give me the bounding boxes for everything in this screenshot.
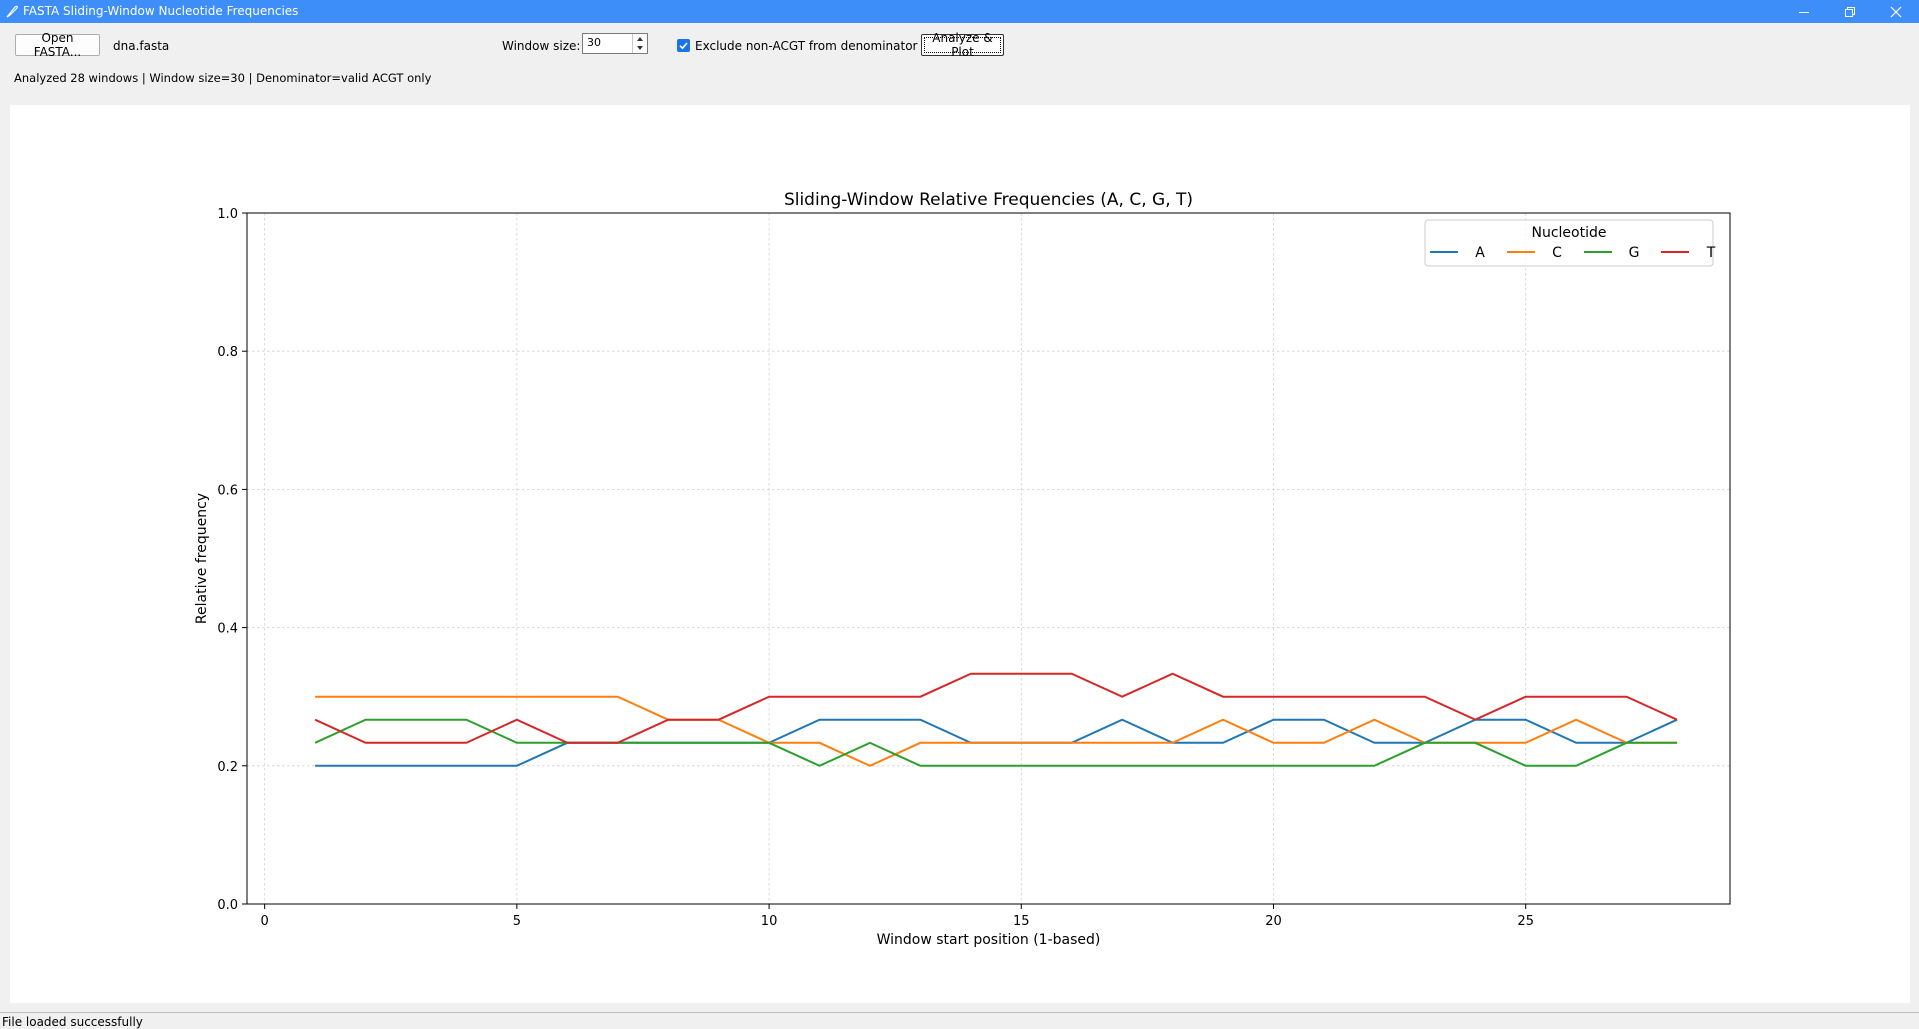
chart-title: Sliding-Window Relative Frequencies (A, … <box>784 190 1193 210</box>
axes-frame <box>246 212 1731 905</box>
legend-label-c: C <box>1552 245 1562 261</box>
close-icon <box>1890 6 1902 17</box>
window-title: FASTA Sliding-Window Nucleotide Frequenc… <box>23 4 299 18</box>
y-axis-label: Relative frequency <box>194 493 210 624</box>
open-fasta-button[interactable]: Open FASTA... <box>15 31 100 59</box>
minimize-icon <box>1799 11 1809 13</box>
legend-label-a: A <box>1475 245 1485 261</box>
restore-icon <box>1845 6 1855 17</box>
filename-label: dna.fasta <box>113 39 170 53</box>
analysis-summary: Analyzed 28 windows | Window size=30 | D… <box>14 71 432 85</box>
spin-arrows <box>632 34 647 53</box>
legend-label-g: G <box>1629 245 1640 261</box>
exclude-non-acgt-label[interactable]: Exclude non-ACGT from denominator <box>695 39 918 53</box>
checkmark-icon <box>679 42 688 50</box>
legend: Nucleotide A C G T <box>1424 219 1716 267</box>
x-tick-label: 10 <box>761 914 778 929</box>
plot-canvas: 0 5 10 15 20 25 0.0 0.2 0.4 0.6 0.8 1.0 Sliding-Win… <box>10 105 1910 1003</box>
exclude-non-acgt-checkbox[interactable] <box>677 39 690 52</box>
close-button[interactable] <box>1873 0 1919 23</box>
legend-box <box>1424 219 1714 267</box>
status-bar: File loaded successfully <box>0 1012 1919 1029</box>
y-tick-label: 0.6 <box>217 483 238 498</box>
y-tick-label: 0.0 <box>217 898 238 913</box>
status-message: File loaded successfully <box>2 1015 143 1029</box>
y-tick-label: 0.4 <box>217 622 238 637</box>
series-line-t <box>314 672 1678 744</box>
feather-icon <box>6 5 18 18</box>
window-size-spinbox[interactable]: 30 <box>582 33 648 54</box>
grid-lines <box>247 212 1730 905</box>
axis-ticks: 0 5 10 15 20 25 0.0 0.2 0.4 0.6 0.8 1.0 <box>217 207 1534 929</box>
x-tick-label: 0 <box>261 914 269 929</box>
series-lines <box>314 672 1678 767</box>
restore-button[interactable] <box>1827 0 1873 23</box>
x-tick-label: 5 <box>513 914 521 929</box>
legend-label-t: T <box>1706 245 1716 261</box>
window-size-value[interactable]: 30 <box>587 36 601 49</box>
spin-up-icon[interactable] <box>633 34 647 43</box>
frequency-chart: 0 5 10 15 20 25 0.0 0.2 0.4 0.6 0.8 1.0 Sliding-Win… <box>194 190 1731 948</box>
analyze-plot-button[interactable]: Analyze & Plot <box>921 31 1004 59</box>
x-tick-label: 15 <box>1013 914 1030 929</box>
y-tick-label: 0.8 <box>217 345 238 360</box>
legend-title: Nucleotide <box>1532 225 1607 241</box>
window-size-label: Window size: <box>502 39 581 53</box>
series-line-c <box>315 695 1678 767</box>
x-axis-label: Window start position (1-based) <box>877 932 1101 948</box>
spin-down-icon[interactable] <box>633 44 647 53</box>
x-tick-label: 20 <box>1265 914 1282 929</box>
y-tick-label: 1.0 <box>217 207 238 222</box>
x-tick-label: 25 <box>1517 914 1534 929</box>
series-line-g <box>314 718 1678 767</box>
minimize-button[interactable] <box>1781 0 1827 23</box>
title-bar: FASTA Sliding-Window Nucleotide Frequenc… <box>0 0 1919 23</box>
y-tick-label: 0.2 <box>217 760 238 775</box>
